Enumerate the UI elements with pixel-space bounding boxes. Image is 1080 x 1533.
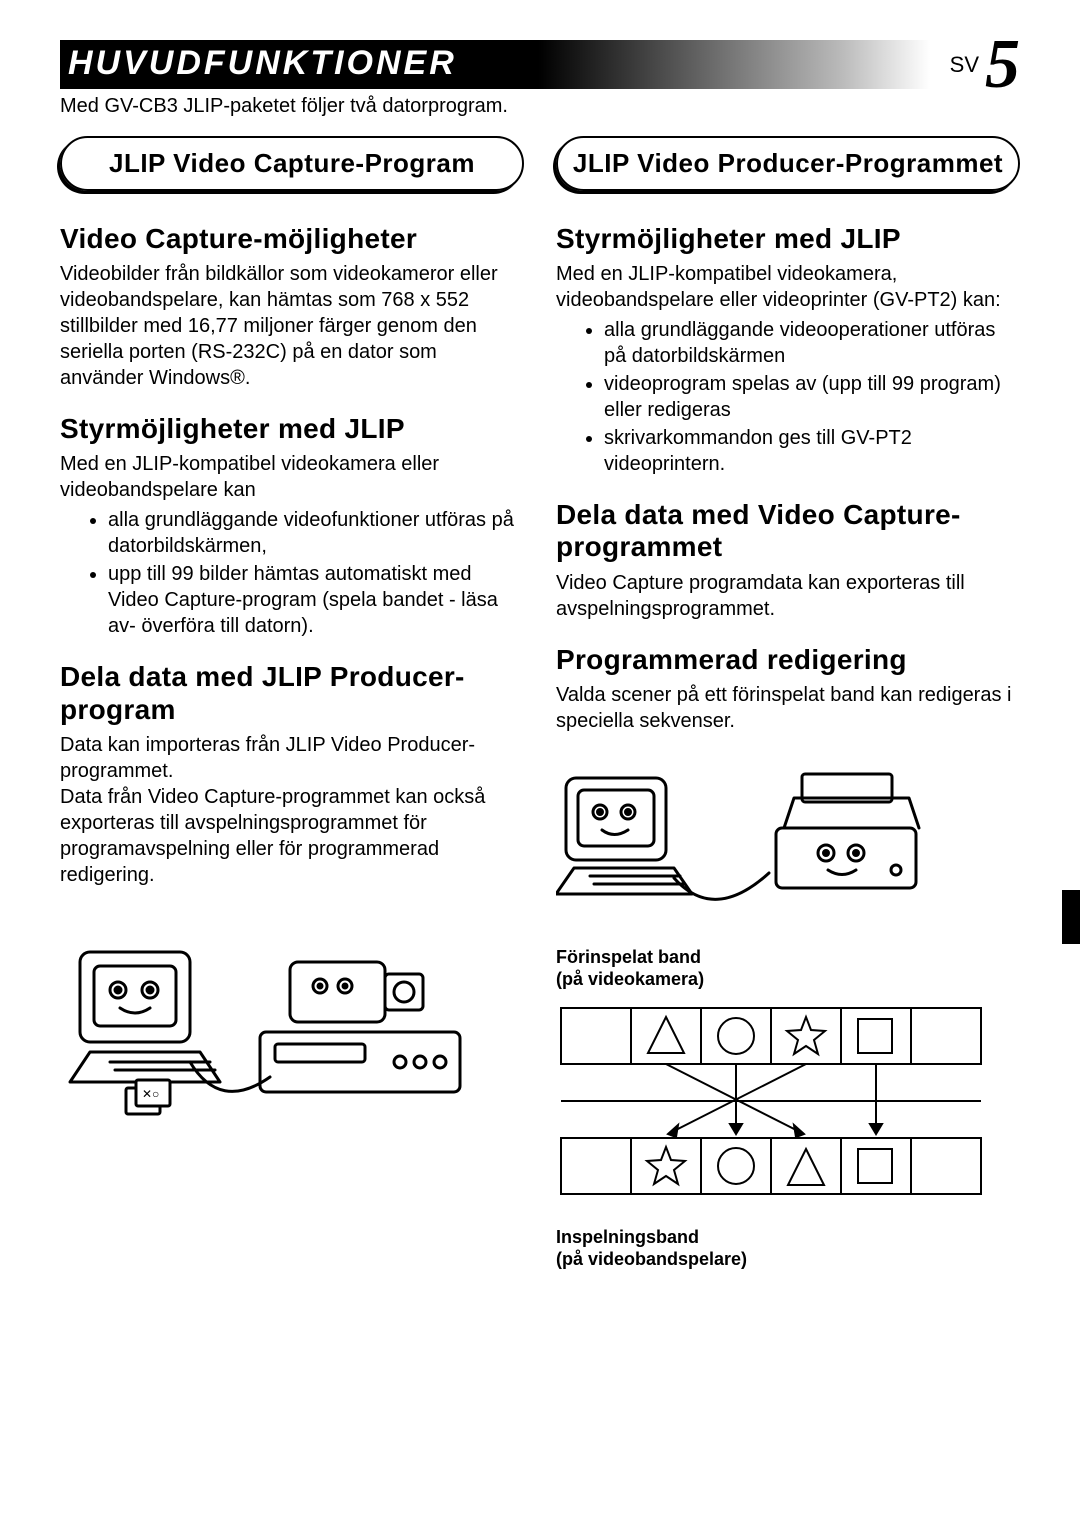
body-text: Video Capture programdata kan exporteras… [556, 570, 1020, 622]
page-number: 5 [985, 40, 1020, 89]
body-text: Data kan importeras från JLIP Video Prod… [60, 732, 524, 888]
diagram-caption-top: Förinspelat band (på videokamera) [556, 946, 1020, 991]
editing-sequence-diagram [556, 1003, 986, 1203]
body-text: Med en JLIP-kompatibel videokamera, vide… [556, 261, 1020, 313]
two-column-layout: JLIP Video Capture-Program Video Capture… [60, 136, 1020, 1277]
page: HUVUDFUNKTIONER SV 5 Med GV-CB3 JLIP-pak… [0, 0, 1080, 1337]
diagram-caption-bottom: Inspelningsband (på videobandspelare) [556, 1226, 1020, 1271]
svg-text:✕○: ✕○ [142, 1087, 159, 1101]
section-heading: Dela data med Video Capture-programmet [556, 499, 1020, 563]
body-text: Videobilder från bildkällor som videokam… [60, 261, 524, 391]
list-item: upp till 99 bilder hämtas automatiskt me… [108, 561, 524, 639]
section-heading: Programmerad redigering [556, 644, 1020, 676]
page-title: HUVUDFUNKTIONER [60, 40, 930, 89]
equipment-illustration-left: ✕○ [60, 912, 480, 1132]
section-heading: Video Capture-möjligheter [60, 223, 524, 255]
section-heading: Styrmöjligheter med JLIP [60, 413, 524, 445]
left-column: JLIP Video Capture-Program Video Capture… [60, 136, 524, 1277]
section-heading: Styrmöjligheter med JLIP [556, 223, 1020, 255]
side-index-tab [1062, 890, 1080, 944]
list-item: skrivarkommandon ges till GV-PT2 videopr… [604, 425, 1020, 477]
page-header: HUVUDFUNKTIONER SV 5 [60, 40, 1020, 89]
bullet-list: alla grundläggande videooperationer utfö… [556, 317, 1020, 477]
right-column: JLIP Video Producer-Programmet Styrmöjli… [556, 136, 1020, 1277]
equipment-illustration-right [556, 758, 936, 928]
bullet-list: alla grundläggande videofunktioner utför… [60, 507, 524, 639]
left-program-pill: JLIP Video Capture-Program [60, 136, 524, 191]
list-item: alla grundläggande videooperationer utfö… [604, 317, 1020, 369]
list-item: videoprogram spelas av (upp till 99 prog… [604, 371, 1020, 423]
body-text: Valda scener på ett förinspelat band kan… [556, 682, 1020, 734]
body-text: Med en JLIP-kompatibel videokamera eller… [60, 451, 524, 503]
right-program-pill: JLIP Video Producer-Programmet [556, 136, 1020, 191]
language-label: SV [930, 52, 983, 78]
section-heading: Dela data med JLIP Producer-program [60, 661, 524, 725]
intro-paragraph: Med GV-CB3 JLIP-paketet följer två dator… [60, 95, 1020, 118]
list-item: alla grundläggande videofunktioner utför… [108, 507, 524, 559]
